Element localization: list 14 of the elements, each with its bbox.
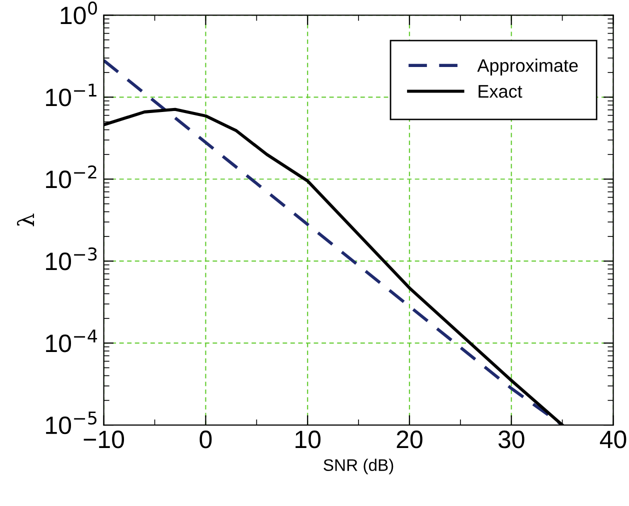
x-tick-label: 20 (396, 430, 422, 448)
y-tick-label: 10$^{−1}$ (46, 84, 96, 106)
y-tick-label: 10$^{−4}$ (46, 330, 98, 352)
y-tick-label: 10$^{0}$ (60, 1, 97, 24)
x-tick-label: 40 (600, 430, 626, 448)
legend-label: Exact (478, 85, 522, 98)
y-tick-label: 10$^{−3}$ (46, 247, 97, 270)
x-axis-title: SNR (dB) (324, 458, 394, 474)
x-tick-label: 0 (200, 430, 212, 448)
legend-label: Approximate (477, 58, 578, 76)
x-tick-label: 30 (498, 430, 524, 448)
y-tick-label: 10$^{−2}$ (46, 165, 96, 188)
x-tick-label: 10 (296, 430, 321, 448)
y-axis-title: λ (16, 214, 34, 226)
